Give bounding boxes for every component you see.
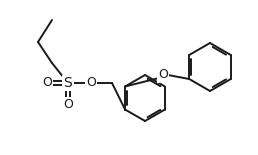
Text: O: O bbox=[86, 77, 96, 89]
Text: O: O bbox=[42, 77, 52, 89]
Text: O: O bbox=[63, 98, 73, 111]
Text: S: S bbox=[64, 76, 72, 90]
Text: O: O bbox=[158, 69, 168, 82]
